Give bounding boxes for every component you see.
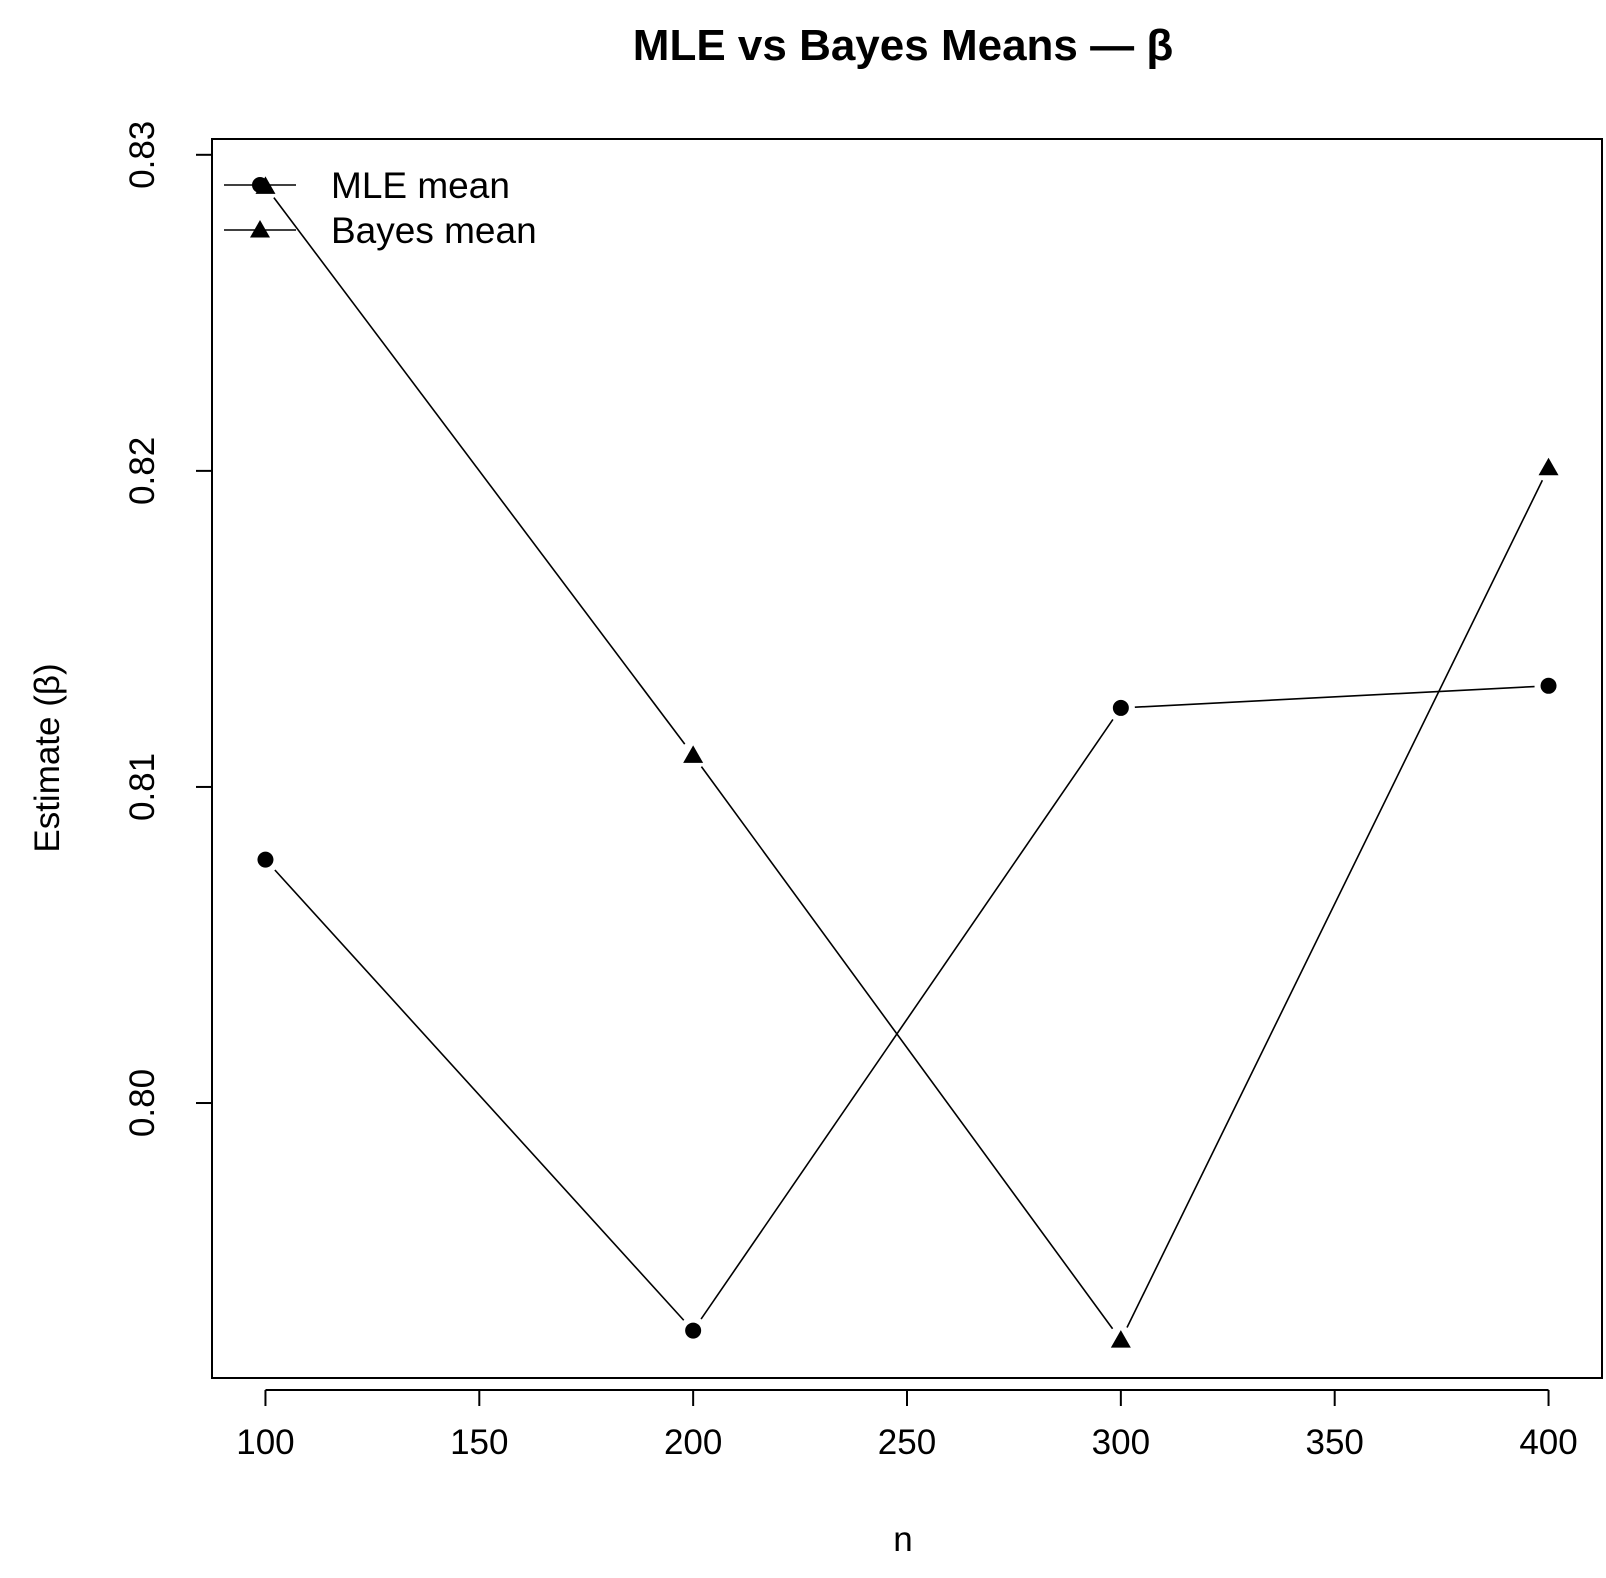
legend-circle-marker xyxy=(252,177,268,193)
series-line-segment xyxy=(1134,685,1535,709)
y-axis-title: Estimate (β) xyxy=(28,663,67,852)
x-tick-label: 100 xyxy=(236,1423,294,1462)
series-bayes-mean xyxy=(255,176,1559,1348)
y-tick-label: 0.80 xyxy=(123,1069,162,1137)
legend-triangle-marker xyxy=(250,220,270,238)
y-axis: 0.80 0.81 0.82 0.83 xyxy=(123,121,213,1137)
series-layer xyxy=(255,176,1559,1348)
x-axis-title: n xyxy=(893,1520,912,1559)
x-axis: 100 150 200 250 300 350 400 xyxy=(236,1389,1578,1462)
x-tick-label: 150 xyxy=(450,1423,508,1462)
y-tick-label: 0.82 xyxy=(123,437,162,505)
x-tick-label: 350 xyxy=(1305,1423,1363,1462)
plot-frame xyxy=(211,138,1603,1379)
legend-label: MLE mean xyxy=(331,165,510,206)
x-tick-label: 400 xyxy=(1519,1423,1577,1462)
legend-label: Bayes mean xyxy=(331,210,537,251)
x-tick-label: 300 xyxy=(1092,1423,1150,1462)
series-line-segment xyxy=(700,719,1114,1320)
legend-item: Bayes mean xyxy=(224,210,537,251)
mle-point xyxy=(1112,699,1129,716)
bayes-point xyxy=(1538,457,1559,476)
chart-title: MLE vs Bayes Means — β xyxy=(633,21,1173,70)
mle-point xyxy=(257,851,274,868)
x-tick-label: 250 xyxy=(878,1423,936,1462)
series-line-segment xyxy=(273,197,686,745)
bayes-point xyxy=(683,745,704,763)
y-tick-label: 0.83 xyxy=(123,121,162,189)
x-tick-label: 200 xyxy=(664,1423,722,1462)
mle-point xyxy=(685,1322,702,1339)
series-line-segment xyxy=(700,766,1114,1330)
y-tick-label: 0.81 xyxy=(123,753,162,821)
series-line-segment xyxy=(1126,479,1544,1328)
series-line-segment xyxy=(274,869,685,1321)
bayes-point xyxy=(1110,1330,1131,1348)
series-mle-mean xyxy=(257,677,1557,1339)
legend-item: MLE mean xyxy=(224,165,510,206)
mle-point xyxy=(1540,677,1557,694)
